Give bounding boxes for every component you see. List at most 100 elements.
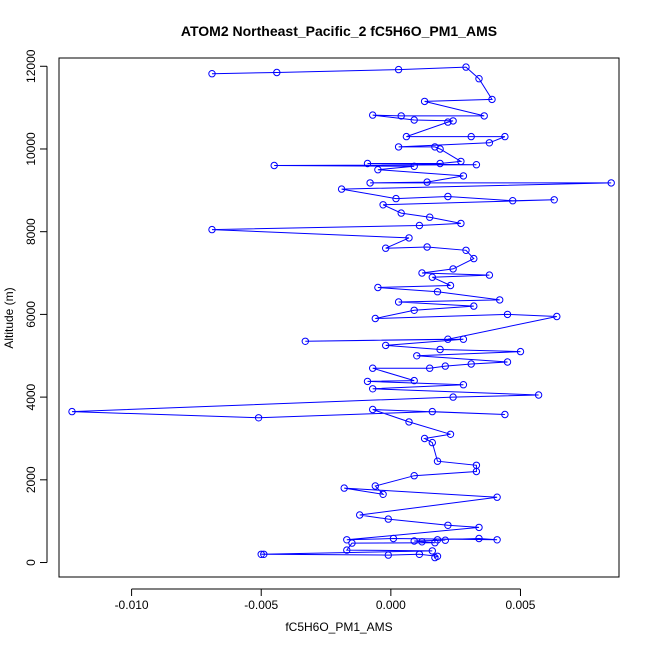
data-point xyxy=(426,213,434,221)
data-point xyxy=(68,407,76,416)
y-axis-label: Altitude (m) xyxy=(2,287,16,348)
data-point xyxy=(503,358,512,366)
data-point xyxy=(260,550,268,558)
chart-title: ATOM2 Northeast_Pacific_2 fC5H6O_PM1_AMS xyxy=(181,23,497,39)
x-tick-label: 0.005 xyxy=(505,598,535,612)
data-point xyxy=(553,312,561,321)
data-point xyxy=(369,385,377,393)
y-axis: 0 2000 4000 6000 8000 10000 12000 xyxy=(24,49,48,566)
data-point xyxy=(449,393,457,401)
plot-area-frame xyxy=(58,57,620,578)
data-point xyxy=(428,407,436,416)
data-point xyxy=(457,157,465,166)
data-point xyxy=(444,118,452,126)
data-point xyxy=(428,547,436,555)
data-point xyxy=(496,296,504,304)
data-point xyxy=(415,550,424,558)
y-tick-label: 0 xyxy=(24,559,38,566)
data-point xyxy=(436,345,444,354)
data-point xyxy=(488,95,496,104)
data-point xyxy=(501,410,509,419)
data-point xyxy=(394,65,403,74)
data-point xyxy=(503,310,512,319)
data-point xyxy=(449,117,457,125)
data-point xyxy=(394,143,403,151)
data-point xyxy=(423,243,431,251)
y-tick-label: 2000 xyxy=(24,466,38,493)
data-point xyxy=(449,265,457,273)
data-point xyxy=(428,273,436,281)
data-point xyxy=(356,511,364,519)
data-point xyxy=(444,521,452,529)
data-point xyxy=(397,209,405,217)
data-point xyxy=(410,537,418,545)
data-point xyxy=(475,75,483,83)
data-point xyxy=(441,362,449,370)
data-point xyxy=(441,536,449,544)
data-point xyxy=(374,283,382,292)
data-point xyxy=(379,490,387,498)
data-point xyxy=(418,269,426,277)
data-point xyxy=(436,159,444,168)
data-point xyxy=(493,493,501,501)
data-point xyxy=(459,335,468,343)
data-point xyxy=(472,161,481,169)
data-point xyxy=(446,430,455,438)
data-point xyxy=(366,179,374,187)
data-point xyxy=(459,172,468,180)
y-tick-label: 8000 xyxy=(24,218,38,245)
data-point xyxy=(472,467,481,476)
data-point xyxy=(410,306,418,314)
data-point xyxy=(369,111,377,119)
data-point xyxy=(254,414,263,422)
data-point xyxy=(382,341,390,350)
data-point xyxy=(382,244,390,252)
data-point xyxy=(410,162,418,171)
y-tick-label: 12000 xyxy=(24,49,38,83)
x-axis-label: fC5H6O_PM1_AMS xyxy=(285,620,392,634)
data-point xyxy=(410,116,418,124)
data-point xyxy=(423,178,431,186)
data-point xyxy=(470,254,478,263)
data-point xyxy=(433,457,442,465)
data-point xyxy=(444,192,452,201)
data-point xyxy=(534,391,543,399)
data-point xyxy=(273,68,281,77)
data-point xyxy=(410,472,418,480)
data-point xyxy=(501,132,509,141)
data-point xyxy=(270,161,278,170)
data-point xyxy=(394,298,403,306)
data-point xyxy=(550,196,558,204)
data-point xyxy=(426,364,434,372)
data-point xyxy=(363,377,372,386)
data-point xyxy=(436,145,444,153)
data-point xyxy=(374,166,382,174)
data-point xyxy=(343,536,351,544)
data-point xyxy=(428,438,436,447)
data-point xyxy=(402,132,411,141)
data-point xyxy=(420,434,429,443)
data-point xyxy=(371,482,379,490)
data-point xyxy=(607,179,615,187)
data-point xyxy=(363,159,372,168)
data-point xyxy=(410,376,418,385)
x-tick-label: -0.010 xyxy=(115,598,149,612)
series-line xyxy=(71,66,612,559)
data-point xyxy=(475,523,483,532)
data-point xyxy=(418,538,426,546)
data-point xyxy=(369,405,377,414)
data-point xyxy=(433,288,442,296)
data-point xyxy=(379,201,387,209)
data-point xyxy=(475,534,483,543)
data-point xyxy=(431,539,439,547)
data-point xyxy=(493,536,501,544)
data-point xyxy=(459,381,468,389)
data-point xyxy=(516,347,525,356)
data-point xyxy=(369,364,377,372)
data-point xyxy=(384,551,392,559)
y-tick-label: 10000 xyxy=(24,132,38,166)
data-point xyxy=(467,132,475,141)
data-point xyxy=(467,360,475,368)
data-point xyxy=(340,484,348,492)
data-point xyxy=(444,335,452,343)
